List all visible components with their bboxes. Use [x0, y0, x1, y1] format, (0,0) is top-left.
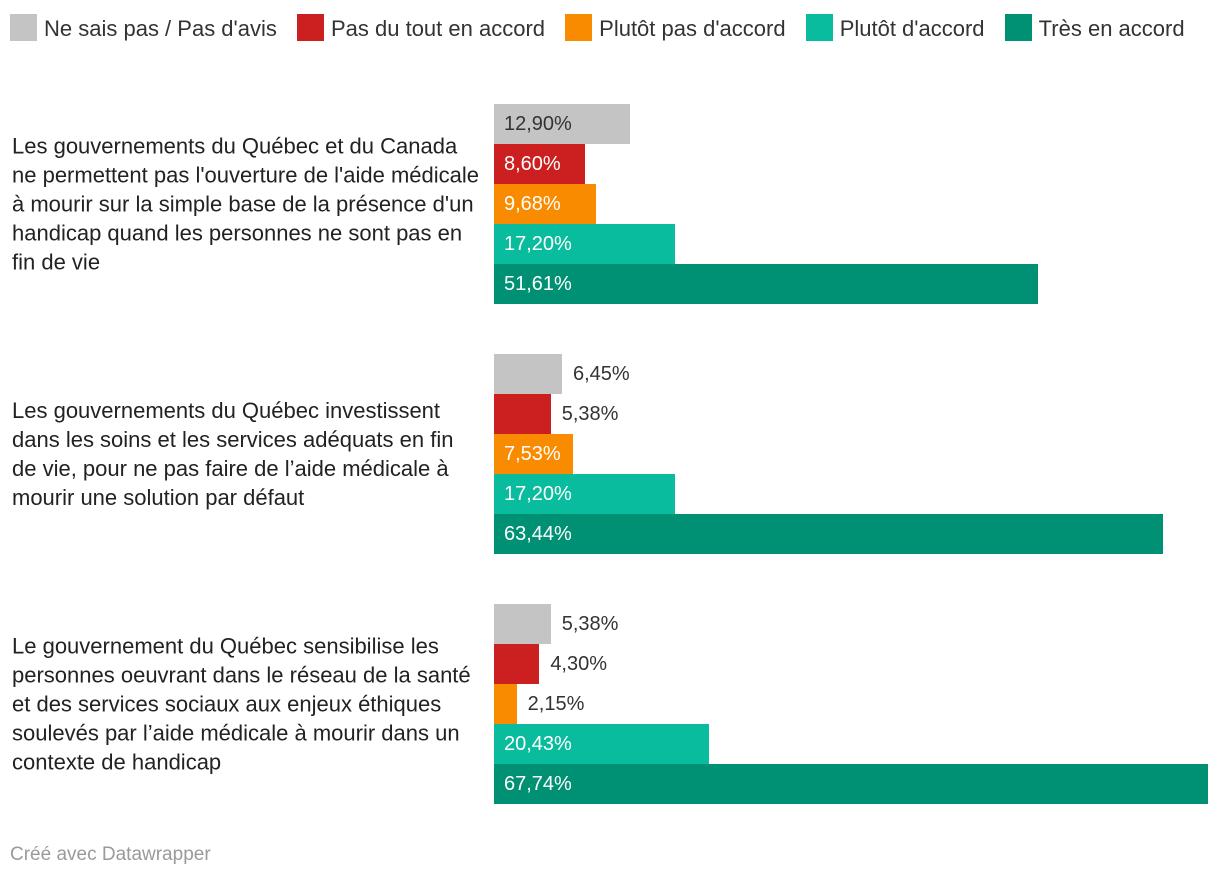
legend-label: Ne sais pas / Pas d'avis	[44, 16, 277, 41]
bar	[494, 684, 517, 724]
bar-value-label: 4,30%	[550, 653, 608, 675]
bar	[494, 644, 540, 684]
legend-label: Pas du tout en accord	[330, 16, 546, 41]
legend-label: Plutôt pas d'accord	[599, 16, 786, 41]
bar	[494, 184, 597, 224]
legend-item: Très en accord	[1004, 14, 1185, 41]
bar-value-label: 17,20%	[504, 483, 572, 505]
bar-value-label: 2,15%	[527, 693, 585, 715]
legend-item: Plutôt d'accord	[805, 14, 985, 41]
legend-swatch	[805, 14, 833, 41]
legend-swatch	[565, 14, 593, 41]
bar-group: Les gouvernements du Québec et du Canada…	[0, 104, 1220, 304]
bar	[494, 264, 1038, 304]
legend-swatch	[1004, 14, 1032, 41]
bar-value-label: 5,38%	[561, 403, 619, 425]
legend-item: Pas du tout en accord	[296, 14, 546, 41]
legend-item: Plutôt pas d'accord	[565, 14, 786, 41]
bar	[494, 224, 676, 264]
category-label: Les gouvernements du Québec investissent…	[12, 398, 454, 510]
bar	[494, 514, 1163, 554]
bar	[494, 474, 676, 514]
category-label: Le gouvernement du Québec sensibilise le…	[12, 633, 471, 775]
bar	[494, 764, 1208, 804]
legend-item: Ne sais pas / Pas d'avis	[10, 14, 277, 41]
category-label: Les gouvernements du Québec et du Canada…	[12, 133, 480, 275]
bar-value-label: 9,68%	[504, 193, 561, 215]
bar-value-label: 63,44%	[504, 523, 572, 545]
legend-label: Plutôt d'accord	[839, 16, 985, 41]
bar	[494, 434, 574, 474]
legend-swatch	[296, 14, 324, 41]
legend-label: Très en accord	[1038, 16, 1185, 41]
bar	[494, 394, 551, 434]
bar-value-label: 7,53%	[504, 443, 561, 465]
bar-value-label: 20,43%	[504, 733, 572, 755]
legend-swatch	[10, 14, 37, 41]
bar-value-label: 12,90%	[504, 113, 572, 135]
chart-legend: Ne sais pas / Pas d'avis Pas du tout en …	[10, 12, 1210, 46]
bar-value-label: 6,45%	[572, 363, 630, 385]
bar-value-label: 51,61%	[504, 273, 572, 295]
credit-footer: Créé avec Datawrapper	[10, 844, 211, 865]
bar-value-label: 8,60%	[504, 153, 561, 175]
bar	[494, 604, 551, 644]
bar	[494, 354, 562, 394]
bar-value-label: 17,20%	[504, 233, 572, 255]
bar	[494, 104, 630, 144]
bar	[494, 144, 585, 184]
bar-value-label: 5,38%	[561, 613, 619, 635]
bar-group: Le gouvernement du Québec sensibilise le…	[0, 604, 1220, 804]
bar-value-label: 67,74%	[504, 773, 572, 795]
bar-group: Les gouvernements du Québec investissent…	[0, 354, 1220, 554]
bar	[494, 724, 710, 764]
